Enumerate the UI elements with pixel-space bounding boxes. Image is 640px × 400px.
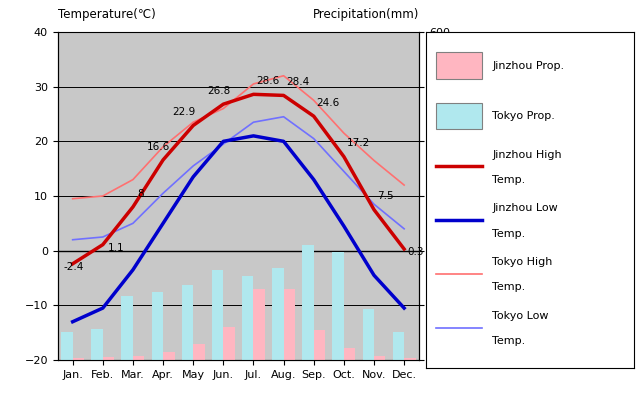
FancyBboxPatch shape <box>436 102 482 130</box>
Text: 1.1: 1.1 <box>108 243 124 253</box>
Bar <box>302 245 314 360</box>
Text: Tokyo High: Tokyo High <box>492 257 552 267</box>
Text: Jinzhou Prop.: Jinzhou Prop. <box>492 60 564 70</box>
Text: Temp.: Temp. <box>492 228 525 238</box>
Bar <box>133 356 145 360</box>
Text: Temp.: Temp. <box>492 282 525 292</box>
Text: 17.2: 17.2 <box>347 138 370 148</box>
Text: 22.9: 22.9 <box>172 107 195 117</box>
Bar <box>284 289 295 360</box>
Bar <box>374 356 385 360</box>
Text: Jinzhou High: Jinzhou High <box>492 150 562 160</box>
Text: Temperature(℃): Temperature(℃) <box>58 8 156 20</box>
Bar <box>404 358 415 360</box>
Bar <box>73 358 84 360</box>
Bar <box>92 329 103 360</box>
Bar <box>193 344 205 360</box>
Text: -2.4: -2.4 <box>63 262 84 272</box>
Text: 16.6: 16.6 <box>147 142 170 152</box>
Bar <box>163 352 175 360</box>
Bar <box>272 268 284 360</box>
Bar <box>152 292 163 360</box>
Text: Tokyo Low: Tokyo Low <box>492 311 548 321</box>
Bar <box>253 289 265 360</box>
Text: 28.4: 28.4 <box>287 77 310 87</box>
Bar <box>212 270 223 360</box>
Text: 0.3: 0.3 <box>407 247 424 257</box>
Bar <box>103 357 115 360</box>
Bar <box>182 285 193 360</box>
Bar <box>61 332 73 360</box>
Bar <box>122 296 133 360</box>
Text: Jinzhou Low: Jinzhou Low <box>492 203 558 214</box>
Bar <box>314 330 325 360</box>
Text: Tokyo Prop.: Tokyo Prop. <box>492 111 555 121</box>
Text: 8: 8 <box>138 189 144 199</box>
FancyBboxPatch shape <box>436 52 482 79</box>
Text: 26.8: 26.8 <box>207 86 230 96</box>
Bar <box>223 327 235 360</box>
Text: 28.6: 28.6 <box>257 76 280 86</box>
Text: 24.6: 24.6 <box>317 98 340 108</box>
Text: 7.5: 7.5 <box>377 192 394 202</box>
Text: Temp.: Temp. <box>492 336 525 346</box>
Bar <box>362 309 374 360</box>
Bar <box>344 348 355 360</box>
Bar <box>393 332 404 360</box>
Bar <box>332 252 344 360</box>
Bar <box>242 276 253 360</box>
Text: Temp.: Temp. <box>492 175 525 185</box>
Text: Precipitation(mm): Precipitation(mm) <box>313 8 419 20</box>
